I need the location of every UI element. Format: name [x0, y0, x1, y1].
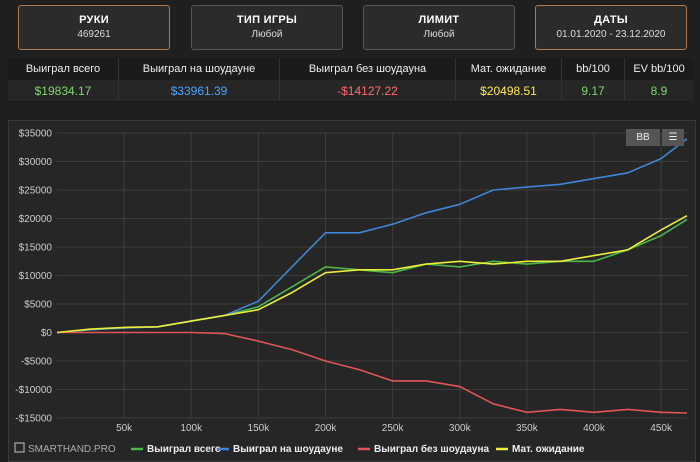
y-tick-label: -$5000: [21, 357, 53, 368]
x-tick-label: 200k: [315, 423, 338, 434]
series-line-3: [57, 331, 688, 414]
y-tick-label: -$15000: [15, 414, 52, 425]
y-tick-label: $35000: [19, 129, 53, 140]
x-tick-label: 400k: [583, 423, 606, 434]
smarthand-logo-icon: [14, 442, 25, 453]
filter-bar: РУКИ 469261 ТИП ИГРЫ Любой ЛИМИТ Любой Д…: [0, 0, 700, 56]
hands-filter-title: РУКИ: [79, 14, 109, 26]
x-tick-label: 450k: [650, 423, 673, 434]
logo-square: [14, 442, 25, 453]
x-tick-label: 50k: [116, 423, 133, 434]
y-tick-label: $20000: [19, 214, 53, 225]
hamburger-menu-button[interactable]: ☰: [662, 129, 684, 146]
stats-table: Выиграл всего Выиграл на шоудауне Выигра…: [8, 58, 693, 102]
series-line-2: [56, 138, 688, 334]
game-type-filter-button[interactable]: ТИП ИГРЫ Любой: [191, 5, 343, 50]
dates-filter-title: ДАТЫ: [594, 14, 628, 26]
y-tick-label: $5000: [24, 300, 52, 311]
stat-header-showdown: Выиграл на шоудауне: [118, 58, 280, 80]
x-tick-label: 300k: [449, 423, 472, 434]
stat-header-bb100: bb/100: [561, 58, 625, 80]
x-tick-label: 100k: [180, 423, 203, 434]
x-tick-label: 150k: [248, 423, 271, 434]
legend-label: Выиграл всего: [147, 444, 221, 455]
legend-label: Мат. ожидание: [512, 444, 585, 455]
y-tick-label: -$10000: [15, 385, 52, 396]
y-tick-label: $15000: [19, 243, 53, 254]
stat-value-non-showdown: -$14127.22: [279, 80, 456, 101]
stat-header-total: Выиграл всего: [8, 58, 119, 80]
stat-value-showdown: $33961.39: [118, 80, 280, 101]
hands-filter-button[interactable]: РУКИ 469261: [18, 5, 170, 50]
winnings-chart: $35000 $30000 $25000 $20000 $15000 $10000 $500…: [14, 129, 688, 455]
limit-filter-title: ЛИМИТ: [418, 14, 460, 26]
y-tick-label: $0: [41, 328, 53, 339]
dates-filter-button[interactable]: ДАТЫ 01.01.2020 - 23.12.2020: [535, 5, 687, 50]
stat-header-ev: Мат. ожидание: [455, 58, 562, 80]
stat-value-bb100: 9.17: [561, 80, 625, 101]
hamburger-icon: ☰: [668, 132, 678, 143]
hands-filter-value: 469261: [77, 29, 111, 40]
chart-panel: $35000 $30000 $25000 $20000 $15000 $10000 $500…: [8, 120, 696, 462]
y-tick-label: $25000: [19, 186, 53, 197]
x-tick-label: 350k: [516, 423, 539, 434]
game-type-filter-title: ТИП ИГРЫ: [236, 14, 298, 26]
stat-header-non-showdown: Выиграл без шоудауна: [279, 58, 456, 80]
stat-value-ev-bb100: 8.9: [624, 80, 693, 101]
stats-header-row: Выиграл всего Выиграл на шоудауне Выигра…: [8, 58, 693, 80]
y-tick-label: $10000: [19, 271, 53, 282]
x-tick-label: 250k: [382, 423, 405, 434]
limit-filter-button[interactable]: ЛИМИТ Любой: [363, 5, 515, 50]
stat-value-ev: $20498.51: [455, 80, 562, 101]
limit-filter-value: Любой: [423, 29, 455, 40]
y-tick-label: $30000: [19, 157, 53, 168]
stats-value-row: $19834.17 $33961.39 -$14127.22 $20498.51…: [8, 80, 693, 101]
credit-text: SMARTHAND.PRO: [28, 444, 116, 455]
legend-label: Выиграл на шоудауне: [233, 444, 343, 455]
stat-header-ev-bb100: EV bb/100: [633, 63, 685, 75]
game-type-filter-value: Любой: [251, 29, 283, 40]
series-line-4: [56, 214, 688, 334]
bb-toggle-button[interactable]: BB: [626, 129, 660, 146]
stat-value-total: $19834.17: [8, 80, 119, 101]
dates-filter-value: 01.01.2020 - 23.12.2020: [556, 29, 666, 40]
legend-label: Выиграл без шоудауна: [374, 443, 489, 455]
